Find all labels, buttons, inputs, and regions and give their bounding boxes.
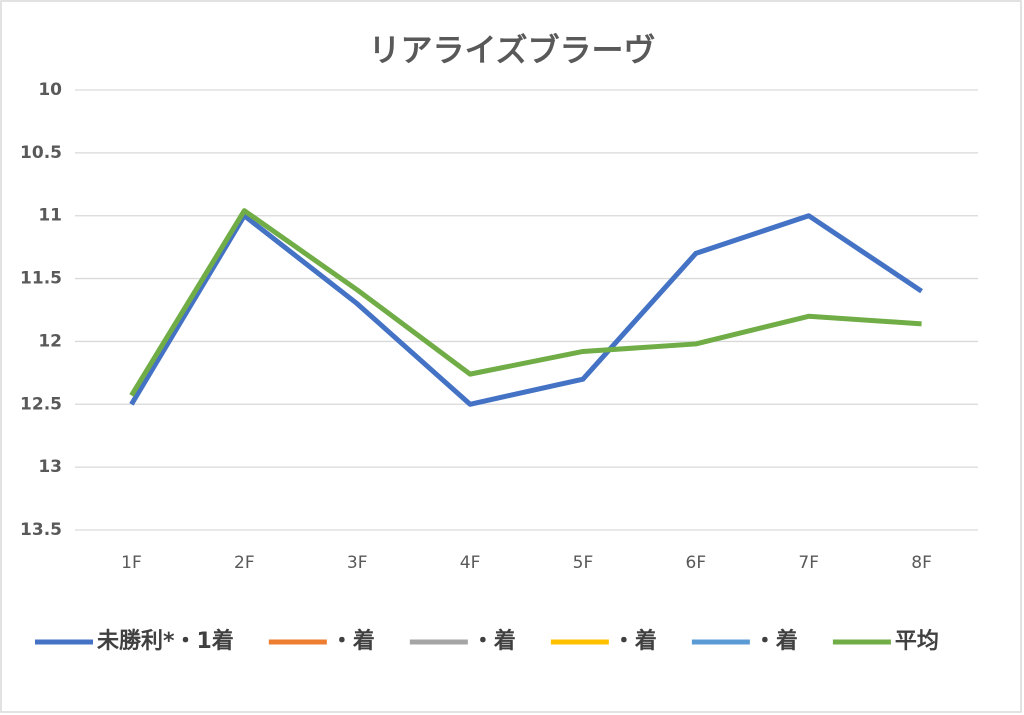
y-tick-label: 10.5	[20, 143, 62, 163]
x-tick-label: 6F	[686, 553, 707, 573]
x-tick-label: 7F	[798, 553, 819, 573]
legend-label: ・着	[331, 628, 375, 654]
x-tick-label: 4F	[460, 553, 481, 573]
legend-label: 未勝利*・1着	[97, 628, 234, 654]
y-tick-label: 11.5	[20, 269, 62, 289]
x-tick-label: 2F	[234, 553, 255, 573]
chart-title: リアライズブラーヴ	[368, 31, 655, 69]
series-line	[129, 213, 923, 407]
x-tick-label: 8F	[911, 553, 932, 573]
y-tick-label: 10	[38, 80, 62, 100]
x-tick-label: 3F	[347, 553, 368, 573]
y-tick-label: 11	[38, 206, 62, 226]
y-tick-label: 13	[38, 457, 62, 477]
legend-label: ・着	[613, 628, 657, 654]
y-tick-label: 13.5	[20, 520, 62, 540]
series-line	[129, 208, 922, 397]
x-tick-label: 5F	[573, 553, 594, 573]
y-tick-label: 12.5	[20, 394, 62, 414]
legend-label: ・着	[472, 628, 516, 654]
y-tick-label: 12	[38, 331, 62, 351]
legend-label: ・着	[754, 628, 798, 654]
legend-label: 平均	[895, 628, 939, 654]
x-tick-label: 1F	[121, 553, 142, 573]
